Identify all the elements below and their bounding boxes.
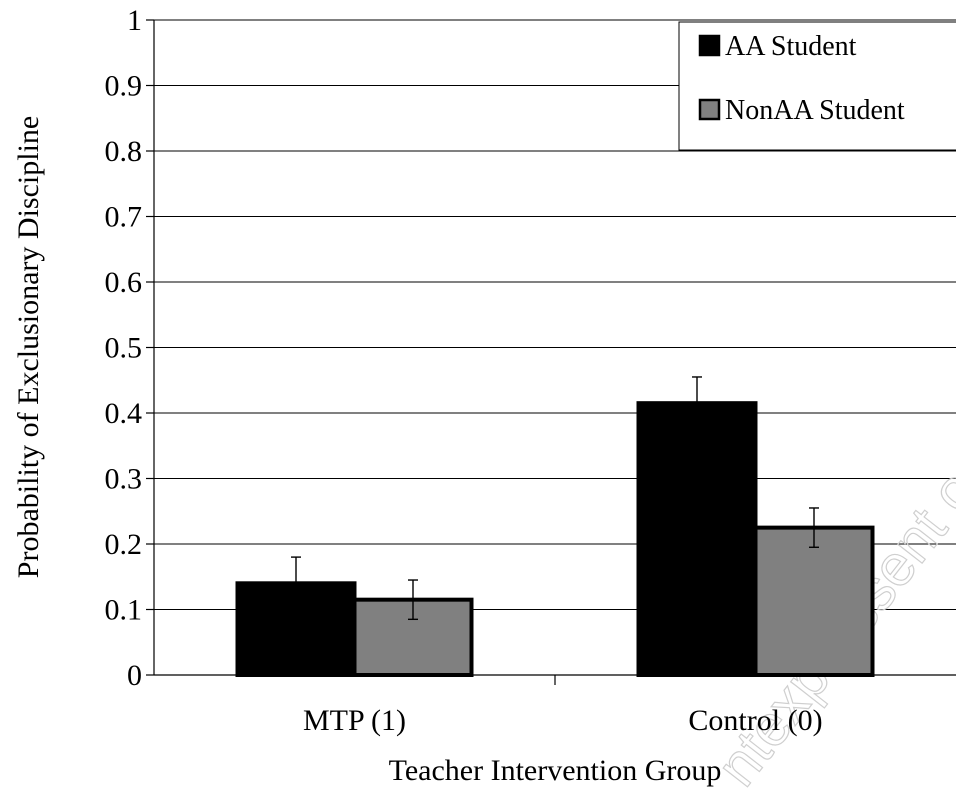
gridlines [154, 19, 956, 610]
legend: AA Student NonAA Student [678, 21, 956, 151]
x-category-labels: MTP (1) Control (0) [303, 704, 823, 737]
error-bars [291, 376, 819, 621]
y-axis-title: Probability of Exclusionary Discipline [12, 116, 45, 578]
axes [146, 19, 956, 685]
x-axis-title: Teacher Intervention Group [389, 754, 722, 787]
y-tick-label: 0.6 [105, 266, 143, 299]
legend-swatch-nonaa [698, 98, 721, 121]
y-tick-label: 1 [127, 4, 142, 37]
x-category-label: Control (0) [688, 704, 822, 737]
y-tick-label: 0.8 [105, 135, 143, 168]
legend-label-aa: AA Student [725, 31, 857, 62]
y-tick-labels: 0 0.1 0.2 0.3 0.4 0.5 0.6 0.7 0.8 0.9 1 [105, 4, 143, 692]
y-tick-label: 0.9 [105, 70, 143, 103]
y-tick-label: 0.1 [105, 594, 143, 627]
y-tick-label: 0.4 [105, 397, 143, 430]
legend-box [678, 21, 956, 151]
y-tick-label: 0 [127, 659, 142, 692]
bars [235, 401, 875, 677]
legend-label-nonaa: NonAA Student [725, 95, 905, 126]
x-category-label: MTP (1) [303, 704, 406, 737]
bar-nonaa-1 [753, 525, 875, 677]
y-tick-label: 0.5 [105, 332, 143, 365]
legend-swatch-aa [698, 34, 721, 57]
bar-aa-1 [636, 401, 758, 677]
y-tick-label: 0.3 [105, 463, 143, 496]
y-tick-label: 0.7 [105, 201, 143, 234]
y-tick-label: 0.2 [105, 528, 143, 561]
